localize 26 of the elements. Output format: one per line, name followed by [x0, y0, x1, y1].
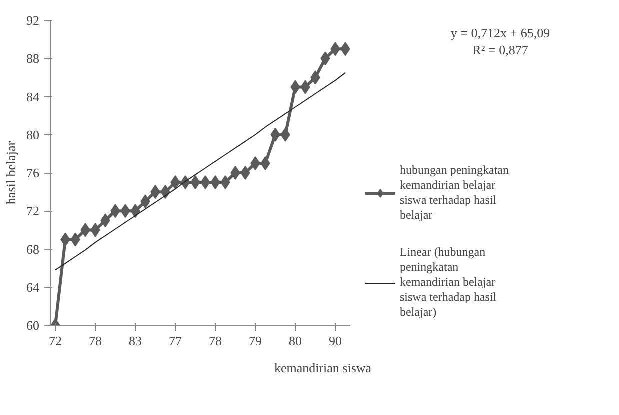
- line-series: [55, 72, 346, 271]
- x-tick-label: 72: [49, 334, 62, 348]
- y-tick-label: 84: [26, 89, 40, 104]
- point: [230, 166, 240, 180]
- y-tick-label: 64: [26, 280, 40, 295]
- y-tick-label: 68: [26, 242, 40, 257]
- y-tick-label: 92: [26, 13, 40, 28]
- point: [240, 166, 250, 180]
- x-axis-title: kemandirian siswa: [274, 360, 372, 376]
- x-tick-label: 79: [249, 334, 262, 348]
- y-tick-label: 80: [26, 127, 40, 142]
- x-tick-label: 90: [329, 334, 342, 348]
- y-tick-label: 88: [26, 51, 40, 66]
- x-tick-label: 80: [289, 334, 302, 348]
- y-tick-label: 76: [26, 166, 40, 180]
- text: R² = 0,877: [472, 42, 529, 58]
- y-axis-title: hasil belajar: [4, 140, 18, 205]
- x-tick-label: 78: [209, 334, 222, 348]
- legend-label: Linear (hubungan peningkatan kemandirian belajar siswa terhadap hasil belajar): [400, 245, 497, 320]
- text: y = 0,712x + 65,09: [450, 26, 550, 40]
- x-tick-label: 83: [129, 334, 142, 348]
- x-tick-label: 77: [169, 334, 182, 348]
- legend-label: hubungan peningkatan kemandirian belajar siswa terhadap hasil belajar: [400, 163, 509, 223]
- y-tick-label: 60: [26, 318, 40, 333]
- y-tick-label: 72: [26, 204, 40, 219]
- x-tick-label: 78: [89, 334, 102, 348]
